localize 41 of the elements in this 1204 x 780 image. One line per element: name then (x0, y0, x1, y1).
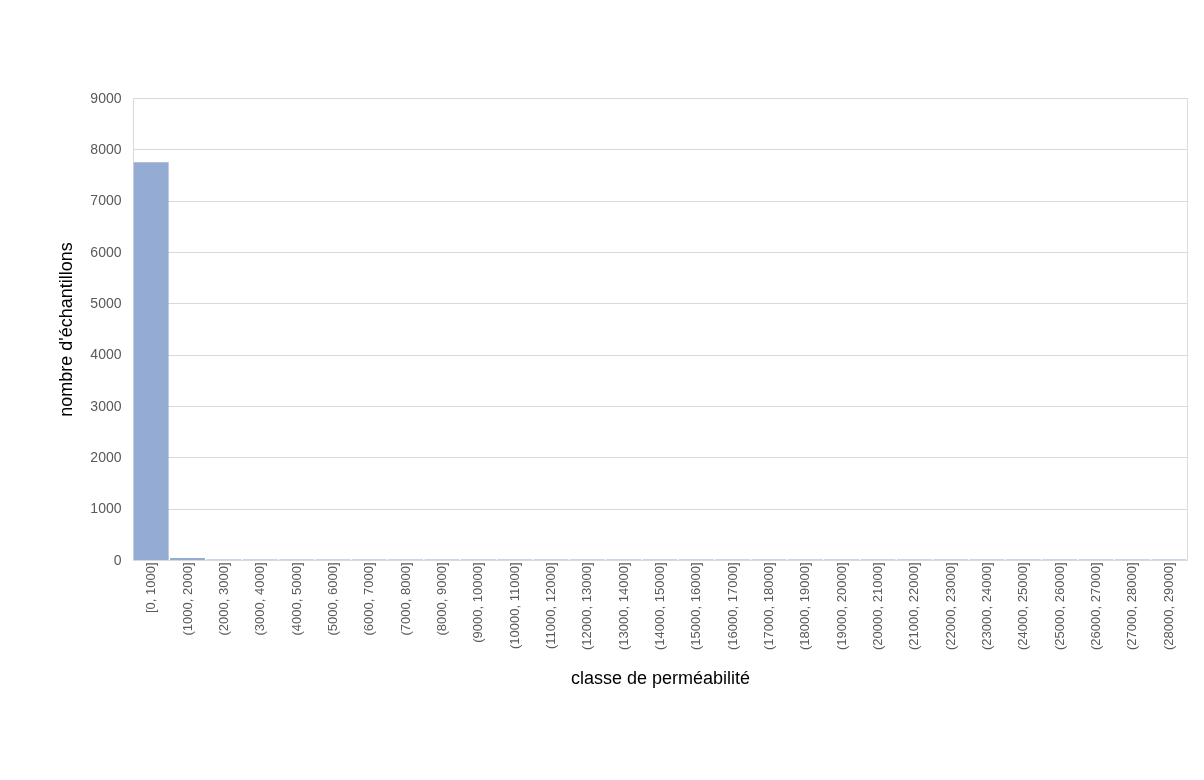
x-tick-label: (6000, 7000] (361, 562, 377, 636)
y-tick-label: 9000 (90, 89, 122, 106)
x-tick-label: (21000, 22000] (906, 562, 922, 650)
x-tick-label: (7000, 8000] (397, 562, 413, 636)
x-tick-label: (5000, 6000] (324, 562, 340, 636)
x-tick-label: (11000, 12000] (542, 562, 558, 649)
x-tick-label: (8000, 9000] (433, 562, 449, 636)
y-tick-label: 8000 (90, 140, 122, 157)
x-tick-label: [0, 1000] (143, 562, 159, 614)
x-tick-label: (25000, 26000] (1051, 562, 1067, 650)
x-tick-label: (16000, 17000] (724, 562, 740, 650)
y-tick-label: 4000 (90, 346, 122, 363)
x-tick-label: (17000, 18000] (761, 562, 777, 650)
y-axis-title: nombre d'échantillons (56, 242, 77, 417)
x-tick-label: (1000, 2000] (179, 562, 195, 636)
y-tick-label: 7000 (90, 192, 122, 209)
x-tick-label: (26000, 27000] (1088, 562, 1104, 650)
x-tick-label: (2000, 3000] (215, 562, 231, 636)
x-tick-label: (18000, 19000] (797, 562, 813, 650)
x-tick-label: (9000, 10000] (470, 562, 486, 643)
y-tick-label: 0 (113, 551, 122, 568)
x-tick-label: (15000, 16000] (688, 562, 704, 650)
y-tick-label: 1000 (90, 500, 122, 517)
x-tick-label: (23000, 24000] (979, 562, 995, 650)
x-tick-label: (12000, 13000] (579, 562, 595, 650)
y-tick-label: 6000 (90, 243, 122, 260)
x-tick-label: (14000, 15000] (652, 562, 667, 650)
x-tick-label: (20000, 21000] (870, 562, 886, 650)
x-tick-label: (10000, 11000] (506, 562, 522, 649)
x-tick-label: (28000, 29000] (1160, 562, 1176, 650)
y-tick-label: 3000 (90, 397, 122, 414)
y-tick-label: 5000 (90, 294, 122, 311)
x-tick-label: (19000, 20000] (833, 562, 849, 650)
x-tick-label: (24000, 25000] (1015, 562, 1031, 650)
x-tick-label: (13000, 14000] (615, 562, 631, 650)
x-tick-label: (22000, 23000] (942, 562, 958, 650)
x-axis-title: classe de perméabilité (570, 667, 751, 688)
y-tick-label: 2000 (90, 448, 122, 465)
x-tick-label: (3000, 4000] (252, 562, 268, 636)
x-tick-label: (27000, 28000] (1124, 562, 1140, 650)
x-tick-label: (4000, 5000] (288, 562, 304, 636)
